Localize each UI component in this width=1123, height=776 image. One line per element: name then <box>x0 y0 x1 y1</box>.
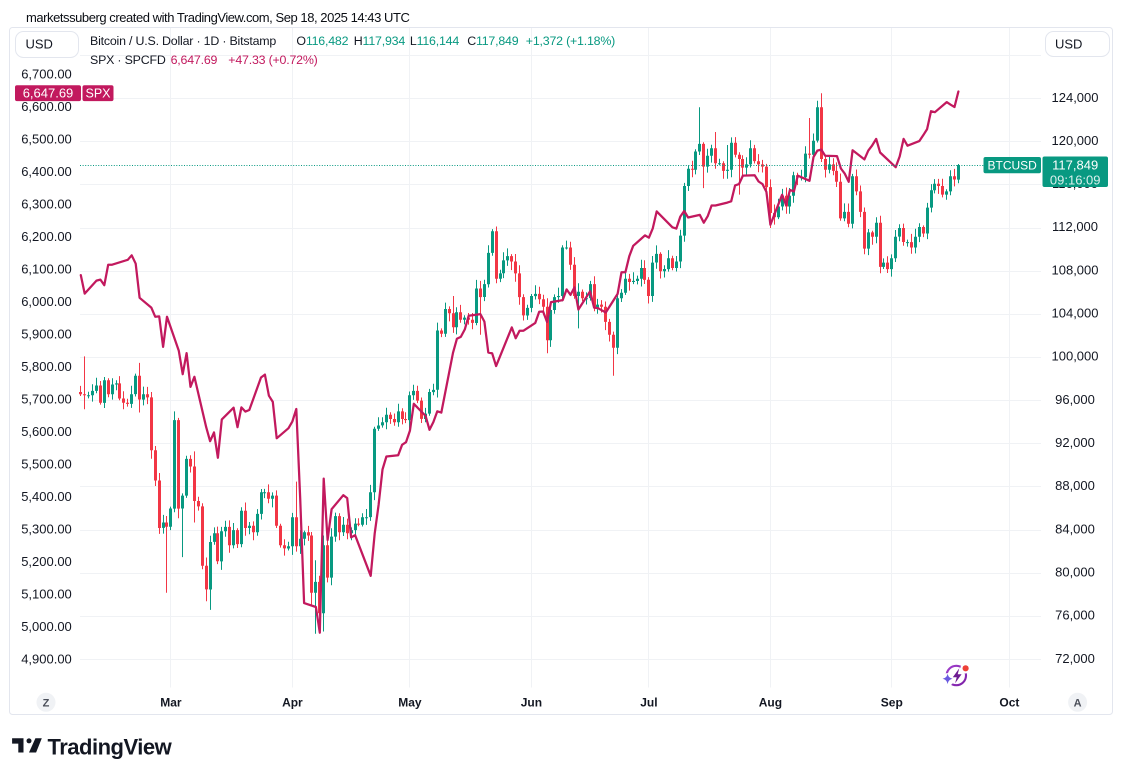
svg-text:6,000.00: 6,000.00 <box>21 294 72 309</box>
svg-text:92,000: 92,000 <box>1055 435 1095 450</box>
svg-text:6,700.00: 6,700.00 <box>21 67 72 82</box>
svg-text:4,900.00: 4,900.00 <box>21 652 72 667</box>
svg-text:SPX: SPX <box>85 87 111 101</box>
svg-text:6,500.00: 6,500.00 <box>21 132 72 147</box>
svg-text:USD: USD <box>1055 36 1082 51</box>
svg-text:72,000: 72,000 <box>1055 651 1095 666</box>
svg-text:6,300.00: 6,300.00 <box>21 197 72 212</box>
svg-text:88,000: 88,000 <box>1055 478 1095 493</box>
svg-text:5,600.00: 5,600.00 <box>21 424 72 439</box>
svg-text:108,000: 108,000 <box>1052 262 1099 277</box>
svg-text:5,700.00: 5,700.00 <box>21 392 72 407</box>
svg-text:5,900.00: 5,900.00 <box>21 327 72 342</box>
svg-text:5,200.00: 5,200.00 <box>21 554 72 569</box>
svg-text:5,800.00: 5,800.00 <box>21 359 72 374</box>
svg-text:Bitcoin / U.S. Dollar · 1D · B: Bitcoin / U.S. Dollar · 1D · Bitstamp O11… <box>90 34 615 48</box>
svg-text:09:16:09: 09:16:09 <box>1050 173 1101 188</box>
svg-text:100,000: 100,000 <box>1052 349 1099 364</box>
svg-text:76,000: 76,000 <box>1055 608 1095 623</box>
svg-text:USD: USD <box>26 37 53 52</box>
svg-text:May: May <box>398 696 422 710</box>
svg-text:Apr: Apr <box>282 696 303 710</box>
svg-text:104,000: 104,000 <box>1052 306 1099 321</box>
svg-text:112,000: 112,000 <box>1052 219 1098 234</box>
svg-text:6,200.00: 6,200.00 <box>21 229 72 244</box>
svg-text:marketssuberg created with Tra: marketssuberg created with TradingView.c… <box>26 10 409 25</box>
svg-text:80,000: 80,000 <box>1055 565 1095 580</box>
svg-text:120,000: 120,000 <box>1052 133 1099 148</box>
svg-text:96,000: 96,000 <box>1055 392 1095 407</box>
svg-text:5,500.00: 5,500.00 <box>21 457 72 472</box>
svg-text:5,300.00: 5,300.00 <box>21 522 72 537</box>
svg-text:117,849: 117,849 <box>1052 158 1098 173</box>
svg-text:Jul: Jul <box>640 696 657 710</box>
svg-text:6,647.69: 6,647.69 <box>23 86 74 101</box>
svg-text:6,600.00: 6,600.00 <box>21 99 72 114</box>
svg-text:Aug: Aug <box>759 696 782 710</box>
svg-text:6,400.00: 6,400.00 <box>21 164 72 179</box>
svg-text:5,400.00: 5,400.00 <box>21 489 72 504</box>
svg-text:TradingView: TradingView <box>48 734 173 759</box>
svg-text:BTCUSD: BTCUSD <box>988 158 1038 172</box>
svg-text:Mar: Mar <box>160 696 182 710</box>
svg-text:5,000.00: 5,000.00 <box>21 619 72 634</box>
svg-text:6,100.00: 6,100.00 <box>21 262 72 277</box>
svg-text:Oct: Oct <box>999 696 1019 710</box>
svg-text:5,100.00: 5,100.00 <box>21 587 72 602</box>
svg-text:Z: Z <box>43 697 50 709</box>
svg-text:A: A <box>1074 697 1082 709</box>
svg-text:124,000: 124,000 <box>1052 90 1099 105</box>
svg-text:Sep: Sep <box>881 696 903 710</box>
svg-text:84,000: 84,000 <box>1055 521 1095 536</box>
svg-text:Jun: Jun <box>521 696 542 710</box>
